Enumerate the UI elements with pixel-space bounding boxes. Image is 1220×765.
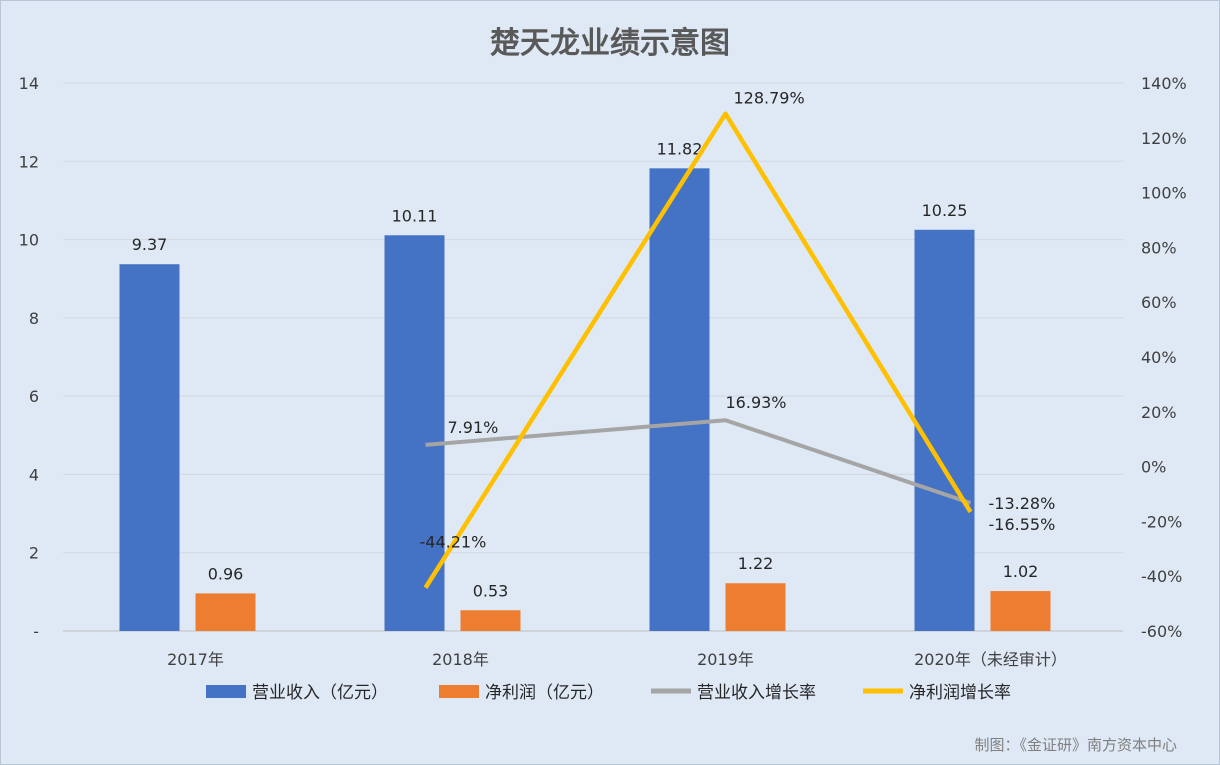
y-right-tick-label: 0% (1141, 458, 1166, 477)
y-left-tick-label: 2 (29, 544, 39, 563)
bar-data-label: 10.25 (922, 201, 968, 220)
bar (195, 593, 256, 631)
line-data-label: 16.93% (726, 393, 787, 412)
y-right-tick-label: 140% (1141, 74, 1187, 93)
line-data-label: 7.91% (448, 418, 499, 437)
bar-data-label: 0.53 (473, 581, 509, 600)
x-tick-label: 2020年（未经审计） (914, 650, 1067, 669)
bar-data-label: 0.96 (208, 564, 244, 583)
line-data-label: 128.79% (734, 89, 805, 108)
y-left-tick-label: 12 (19, 152, 39, 171)
bar-data-label: 9.37 (132, 235, 168, 254)
series-line (423, 111, 973, 589)
bar (460, 610, 521, 631)
bar-data-label: 10.11 (392, 206, 438, 225)
chart-title: 楚天龙业绩示意图 (490, 26, 730, 61)
y-left-tick-label: 6 (29, 387, 39, 406)
y-left-tick-label: 10 (19, 231, 39, 250)
y-right-tick-label: -20% (1141, 512, 1182, 531)
legend-label: 净利润（亿元） (485, 683, 604, 703)
bar-data-label: 11.82 (657, 139, 703, 158)
legend-label: 营业收入（亿元） (252, 683, 388, 703)
y-right-tick-label: 20% (1141, 403, 1177, 422)
y-right-tick-label: 60% (1141, 293, 1177, 312)
legend-swatch (206, 685, 246, 698)
bar-data-label: 1.02 (1003, 562, 1039, 581)
y-right-tick-label: 120% (1141, 129, 1187, 148)
legend-label: 营业收入增长率 (697, 683, 816, 703)
y-right-tick-label: -40% (1141, 567, 1182, 586)
series-line (425, 418, 972, 505)
y-right-tick-label: 40% (1141, 348, 1177, 367)
credit-text: 制图：《金证研》南方资本中心 (974, 736, 1177, 754)
x-tick-label: 2018年 (432, 650, 489, 669)
legend-swatch (439, 685, 479, 698)
y-left-tick-label: 4 (29, 465, 39, 484)
line-data-label: -13.28% (989, 494, 1056, 513)
x-tick-label: 2017年 (167, 650, 224, 669)
y-right-tick-label: 100% (1141, 184, 1187, 203)
bar (990, 591, 1051, 631)
bar (914, 229, 975, 632)
bar-data-label: 1.22 (738, 554, 774, 573)
bar (384, 235, 445, 631)
y-right-tick-label: -60% (1141, 622, 1182, 641)
line-data-label: -16.55% (989, 515, 1056, 534)
bar (119, 264, 180, 631)
y-left-tick-label: 8 (29, 309, 39, 328)
y-right-tick-label: 80% (1141, 238, 1177, 257)
bar (649, 168, 710, 631)
line-data-label: -44.21% (420, 533, 487, 552)
y-left-tick-label: 14 (19, 74, 39, 93)
x-tick-label: 2019年 (697, 650, 754, 669)
legend-label: 净利润增长率 (909, 683, 1011, 703)
bar (725, 583, 786, 631)
y-left-tick-label: - (33, 622, 39, 641)
